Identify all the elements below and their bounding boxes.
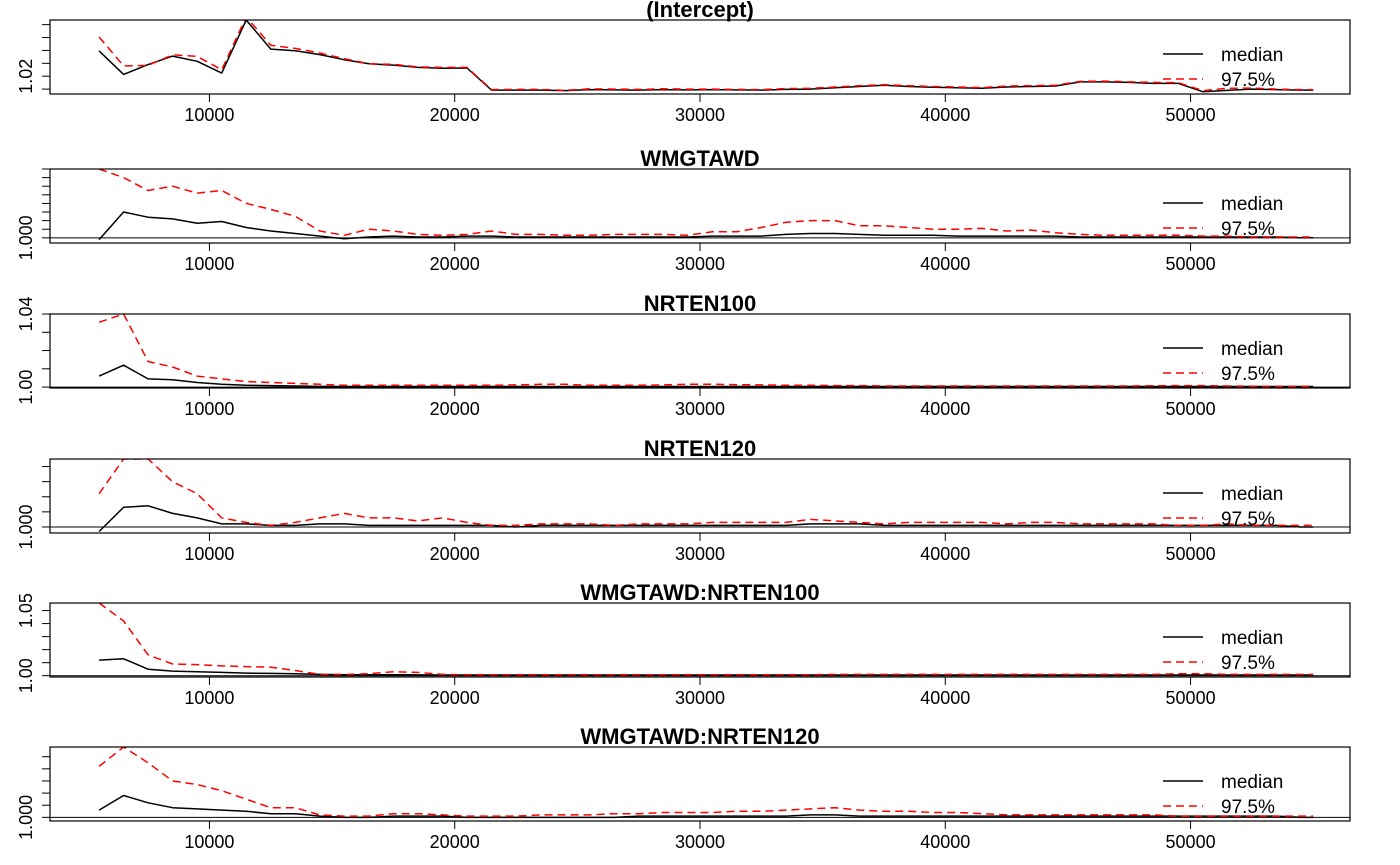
legend: median 97.5% <box>1163 45 1283 91</box>
plot-frame <box>49 602 1351 678</box>
panel-title: (Intercept) <box>646 0 754 22</box>
panel-title: NRTEN120 <box>644 436 756 461</box>
panel-title: NRTEN100 <box>644 291 756 316</box>
x-axis: 10000 20000 30000 40000 50000 <box>184 94 1216 125</box>
x-axis: 10000 20000 30000 40000 50000 <box>184 388 1216 419</box>
legend: median 97.5% <box>1163 628 1283 674</box>
series-line-median <box>98 20 1314 93</box>
x-tick-label: 20000 <box>430 688 480 708</box>
panel-3: NRTEN120 10000 20000 30000 40000 50000 1.000 me… <box>16 436 1351 564</box>
x-tick-label: 50000 <box>1166 688 1216 708</box>
x-tick-label: 30000 <box>675 105 725 125</box>
x-tick-label: 40000 <box>920 254 970 274</box>
x-axis: 10000 20000 30000 40000 50000 <box>184 821 1216 852</box>
x-tick-label: 10000 <box>184 254 234 274</box>
x-tick-label: 10000 <box>184 399 234 419</box>
y-tick-label: 1.000 <box>16 795 36 840</box>
panel-title: WMGTAWD <box>640 146 759 171</box>
legend-label-median: median <box>1221 772 1283 793</box>
x-tick-label: 10000 <box>184 544 234 564</box>
x-tick-label: 30000 <box>675 832 725 852</box>
series-line-upper <box>98 314 1314 388</box>
y-axis: 1.000 <box>16 756 50 840</box>
series-line-upper <box>98 169 1314 238</box>
y-tick-label: 1.05 <box>16 593 36 628</box>
plot-frame <box>49 458 1351 534</box>
legend-label-upper: 97.5% <box>1221 797 1275 818</box>
plot-frame <box>49 746 1351 822</box>
x-tick-label: 30000 <box>675 544 725 564</box>
series-line-upper <box>98 747 1314 817</box>
series-line-upper <box>98 603 1314 676</box>
legend-label-median: median <box>1221 339 1283 360</box>
x-tick-label: 20000 <box>430 832 480 852</box>
x-tick-label: 50000 <box>1166 105 1216 125</box>
x-axis: 10000 20000 30000 40000 50000 <box>184 533 1216 564</box>
y-tick-label: 1.00 <box>16 370 36 405</box>
x-tick-label: 50000 <box>1166 544 1216 564</box>
legend-label-median: median <box>1221 45 1283 66</box>
series-line-upper <box>98 459 1314 527</box>
legend: median 97.5% <box>1163 339 1283 385</box>
panel-1: WMGTAWD 10000 20000 30000 40000 50000 1.000 med… <box>16 146 1351 274</box>
x-tick-label: 50000 <box>1166 254 1216 274</box>
legend-label-upper: 97.5% <box>1221 509 1275 530</box>
x-tick-label: 10000 <box>184 105 234 125</box>
legend-label-upper: 97.5% <box>1221 219 1275 240</box>
y-axis: 1.00 1.04 <box>16 296 50 405</box>
y-tick-label: 1.000 <box>16 504 36 549</box>
legend-label-upper: 97.5% <box>1221 364 1275 385</box>
panel-title: WMGTAWD:NRTEN120 <box>580 724 819 749</box>
x-axis: 10000 20000 30000 40000 50000 <box>184 243 1216 274</box>
x-tick-label: 20000 <box>430 544 480 564</box>
x-tick-label: 30000 <box>675 399 725 419</box>
y-axis: 1.02 <box>16 24 50 94</box>
y-tick-label: 1.04 <box>16 296 36 331</box>
y-tick-label: 1.00 <box>16 658 36 693</box>
legend-label-upper: 97.5% <box>1221 653 1275 674</box>
y-tick-label: 1.02 <box>16 59 36 94</box>
x-tick-label: 30000 <box>675 254 725 274</box>
y-axis: 1.000 <box>16 466 50 549</box>
legend-label-median: median <box>1221 628 1283 649</box>
series-line-median <box>98 505 1314 533</box>
legend: median 97.5% <box>1163 194 1283 240</box>
series-line-upper <box>98 20 1314 92</box>
legend: median 97.5% <box>1163 484 1283 530</box>
series-line-median <box>98 794 1314 819</box>
panel-4: WMGTAWD:NRTEN100 10000 20000 30000 40000 5000… <box>16 580 1351 708</box>
legend-label-median: median <box>1221 194 1283 215</box>
x-tick-label: 50000 <box>1166 832 1216 852</box>
legend: median 97.5% <box>1163 772 1283 818</box>
x-tick-label: 20000 <box>430 254 480 274</box>
panel-0: (Intercept) 10000 20000 30000 40000 50000 1.02… <box>16 0 1351 125</box>
y-tick-label: 1.000 <box>16 215 36 260</box>
x-tick-label: 40000 <box>920 105 970 125</box>
x-tick-label: 10000 <box>184 688 234 708</box>
plot-frame <box>49 168 1351 244</box>
x-tick-label: 20000 <box>430 399 480 419</box>
series-line-median <box>99 658 1314 676</box>
plot-frame <box>49 313 1351 389</box>
x-tick-label: 10000 <box>184 832 234 852</box>
x-axis: 10000 20000 30000 40000 50000 <box>184 677 1216 708</box>
x-tick-label: 50000 <box>1166 399 1216 419</box>
x-tick-label: 30000 <box>675 688 725 708</box>
plot-frame <box>49 19 1351 95</box>
legend-label-upper: 97.5% <box>1221 70 1275 91</box>
series-line-median <box>98 211 1314 241</box>
x-tick-label: 40000 <box>920 544 970 564</box>
x-tick-label: 40000 <box>920 688 970 708</box>
y-axis: 1.000 <box>16 168 50 260</box>
panel-5: WMGTAWD:NRTEN120 10000 20000 30000 40000 5000… <box>16 724 1351 852</box>
x-tick-label: 20000 <box>430 105 480 125</box>
legend-label-median: median <box>1221 484 1283 505</box>
x-tick-label: 40000 <box>920 399 970 419</box>
y-axis: 1.00 1.05 <box>16 593 50 693</box>
panel-title: WMGTAWD:NRTEN100 <box>580 580 819 605</box>
x-tick-label: 40000 <box>920 832 970 852</box>
